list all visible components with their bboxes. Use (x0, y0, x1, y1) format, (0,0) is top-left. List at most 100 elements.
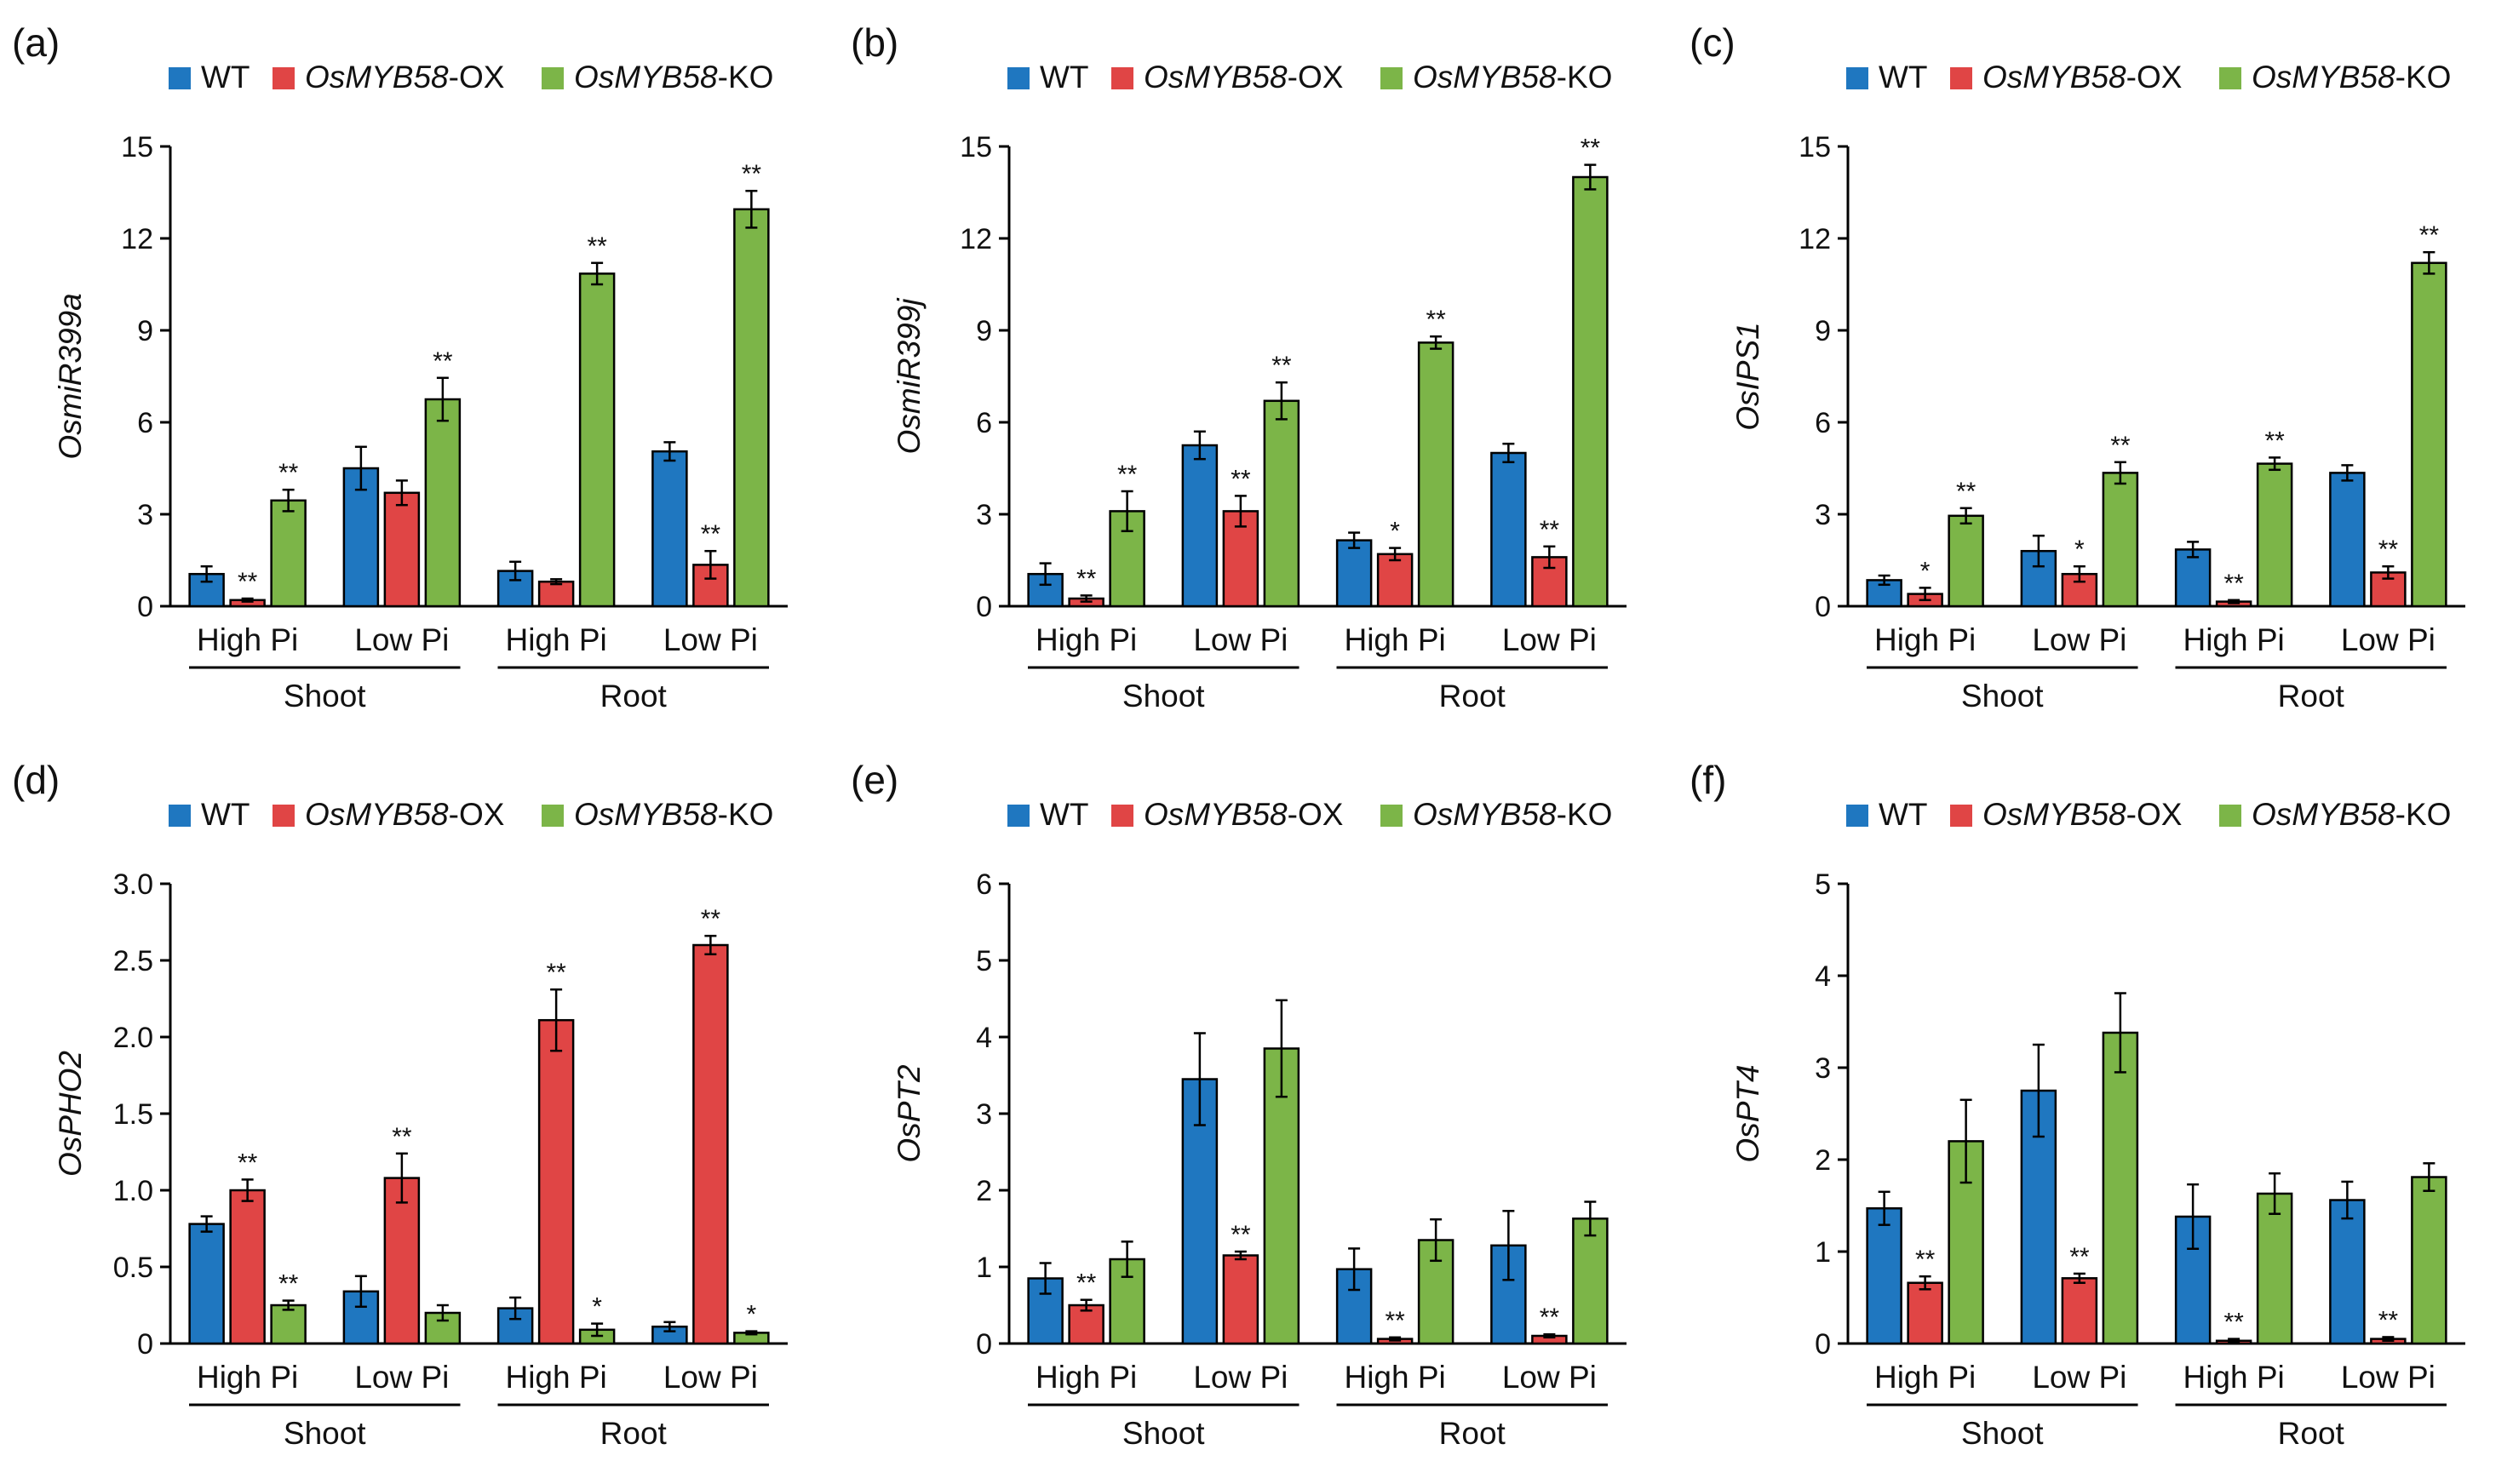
significance-mark: ** (742, 160, 762, 188)
bar-osmyb58-ko-4 (1572, 1218, 1609, 1345)
y-axis-label: OsPHO2 (53, 1051, 88, 1177)
significance-mark: * (592, 1293, 602, 1321)
y-tick-label: 4 (976, 1022, 992, 1054)
y-tick-label: 1.5 (113, 1098, 153, 1131)
legend-label-ox: OsMYB58-OX (1982, 60, 2182, 95)
bar-wt-2 (342, 467, 380, 608)
legend-suffix: -OX (1288, 60, 1344, 95)
x-tick-label: Low Pi (2341, 622, 2436, 657)
y-tick-label: 2.0 (113, 1022, 153, 1054)
significance-mark: ** (2378, 536, 2399, 564)
legend-label-ko: OsMYB58-KO (2252, 797, 2451, 832)
legend-swatch-wt (1007, 67, 1030, 89)
significance-mark: ** (2223, 570, 2244, 598)
y-tick-label: 0 (976, 591, 992, 623)
bar-wt-4 (2329, 472, 2366, 608)
y-axis-label: OsIPS1 (1730, 322, 1765, 431)
significance-mark: ** (701, 520, 721, 548)
x-tick-label: Low Pi (354, 1360, 449, 1395)
legend-gene: OsMYB58 (2252, 60, 2395, 95)
y-axis-label: OsPT2 (892, 1064, 927, 1163)
legend-label-ko: OsMYB58-KO (574, 60, 773, 95)
y-tick-label: 2 (1815, 1144, 1831, 1177)
bar-osmyb58-ko-3 (2256, 462, 2293, 608)
bar-osmyb58-ox-3 (1376, 553, 1414, 608)
legend-suffix: -OX (2126, 60, 2183, 95)
bar-osmyb58-ko-3 (578, 272, 616, 608)
x-tick-label: High Pi (2183, 622, 2284, 657)
significance-mark: ** (701, 905, 721, 933)
significance-mark: ** (546, 959, 566, 987)
x-tick-label: Low Pi (2032, 1360, 2126, 1395)
y-tick-label: 12 (121, 223, 153, 255)
panel-label: (a) (12, 20, 60, 65)
significance-mark: ** (1231, 1221, 1251, 1249)
y-tick-label: 15 (121, 131, 153, 163)
bar-osmyb58-ko-4 (2411, 1176, 2447, 1345)
significance-mark: ** (1581, 135, 1601, 163)
significance-mark: ** (1956, 478, 1977, 506)
y-tick-label: 12 (1799, 223, 1831, 255)
significance-mark: ** (1076, 564, 1097, 593)
bar-osmyb58-ko-2 (1263, 399, 1300, 608)
legend-suffix: WT (1879, 60, 1928, 95)
tissue-label: Shoot (1961, 679, 2044, 713)
y-tick-label: 15 (1799, 131, 1831, 163)
tissue-label: Root (600, 1416, 668, 1451)
y-tick-label: 5 (976, 945, 992, 977)
legend-suffix: -OX (449, 797, 505, 832)
significance-mark: ** (1540, 516, 1560, 544)
chart-panel-6: (f)WT OsMYB58-OX OsMYB58-KO012345OsPT4**Hi… (1690, 758, 2465, 1451)
y-tick-label: 0 (137, 1328, 153, 1361)
panel-label: (d) (12, 758, 60, 802)
legend-suffix: -KO (1557, 60, 1613, 95)
y-tick-label: 3 (976, 499, 992, 531)
y-axis-label: OsmiR399j (892, 297, 927, 455)
significance-mark: ** (1540, 1304, 1560, 1332)
bar-osmyb58-ox-3 (537, 1018, 575, 1345)
x-tick-label: Low Pi (663, 1360, 758, 1395)
bar-osmyb58-ko-3 (2256, 1192, 2293, 1345)
legend-suffix: -KO (718, 797, 774, 832)
legend-suffix: WT (1879, 797, 1928, 832)
bar-osmyb58-ko-4 (733, 208, 770, 608)
x-tick-label: Low Pi (663, 622, 758, 657)
y-tick-label: 3 (1815, 499, 1831, 531)
bar-osmyb58-ko-1 (270, 1304, 307, 1345)
x-tick-label: Low Pi (354, 622, 449, 657)
panel-label: (b) (851, 20, 898, 65)
panel-label: (f) (1690, 758, 1726, 802)
legend-gene: OsMYB58 (1413, 797, 1557, 832)
bar-wt-1 (1027, 1277, 1064, 1345)
legend-label-ko: OsMYB58-KO (1413, 60, 1612, 95)
legend-label-ox: OsMYB58-OX (1144, 60, 1343, 95)
tissue-label: Root (600, 679, 668, 713)
legend-suffix: -KO (1557, 797, 1613, 832)
significance-mark: ** (278, 459, 299, 487)
y-tick-label: 4 (1815, 960, 1831, 993)
y-tick-label: 6 (137, 407, 153, 439)
legend-swatch-wt (1846, 805, 1868, 827)
legend-label-wt: WT (1879, 797, 1928, 832)
chart-panel-2: (b)WT OsMYB58-OX OsMYB58-KO03691215OsmiR39… (851, 20, 1627, 713)
legend-suffix: -KO (718, 60, 774, 95)
legend-suffix: WT (201, 797, 250, 832)
legend-gene: OsMYB58 (1144, 60, 1288, 95)
legend-swatch-ox (1950, 805, 1972, 827)
panel-label: (e) (851, 758, 898, 802)
bar-osmyb58-ko-4 (1572, 175, 1609, 608)
legend-swatch-ko (1380, 67, 1403, 89)
bar-wt-3 (2174, 548, 2212, 608)
legend-swatch-ko (2219, 805, 2241, 827)
x-tick-label: High Pi (197, 622, 298, 657)
bar-wt-4 (651, 450, 688, 608)
y-tick-label: 15 (960, 131, 992, 163)
bar-osmyb58-ox-1 (1907, 1281, 1943, 1345)
legend-swatch-ox (1111, 67, 1133, 89)
tissue-label: Shoot (284, 1416, 366, 1451)
x-tick-label: High Pi (2183, 1360, 2284, 1395)
chart-panel-3: (c)WT OsMYB58-OX OsMYB58-KO03691215OsIPS1*… (1690, 20, 2465, 713)
significance-mark: ** (1271, 352, 1292, 380)
x-tick-label: High Pi (1874, 1360, 1976, 1395)
legend-suffix: -KO (2395, 60, 2452, 95)
